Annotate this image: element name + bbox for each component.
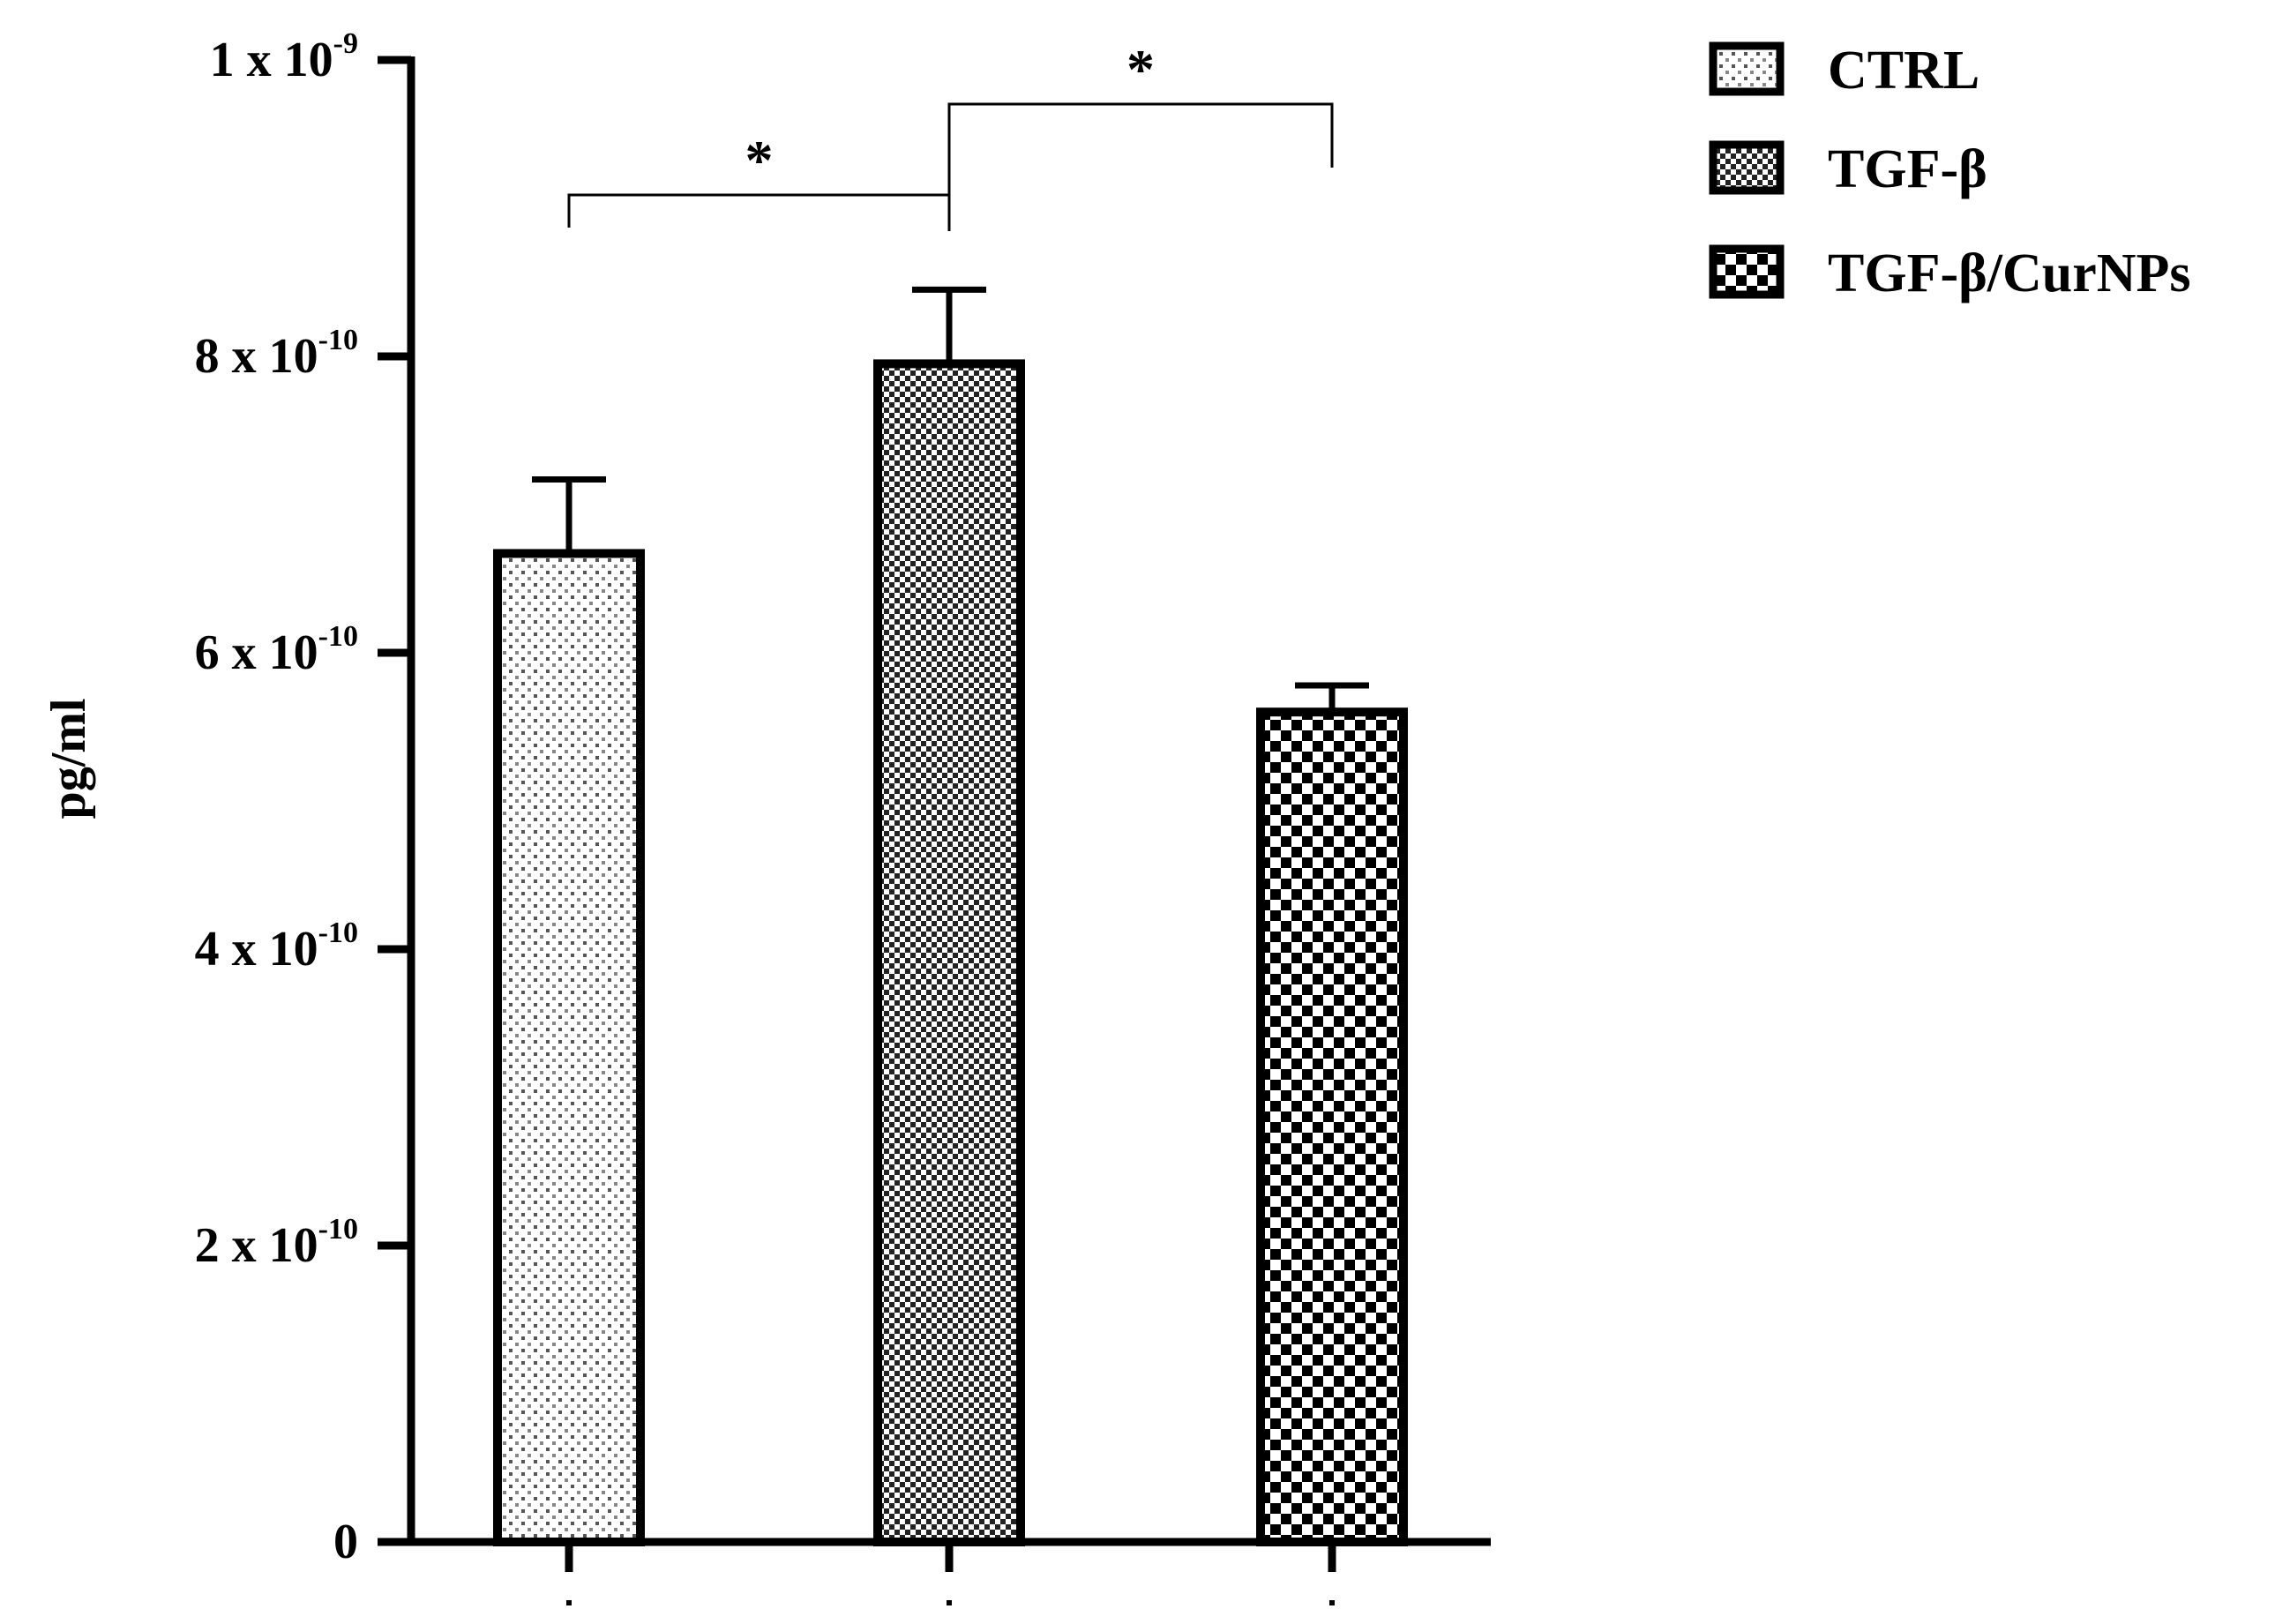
y-tick-label: 4 x 10-10	[195, 917, 358, 977]
x-axis-tick-label-dot	[947, 1600, 952, 1605]
y-axis-label: pg/ml	[41, 699, 96, 819]
significance-brackets: **	[567, 38, 1334, 231]
significance-bracket	[947, 102, 1334, 195]
bars	[493, 359, 1408, 1547]
legend-label: TGF-β	[1828, 139, 1987, 199]
legend-label: TGF-β/CurNPs	[1828, 243, 2191, 303]
legend: CTRL TGF-β TGF-β/CurNPs	[1709, 41, 2191, 303]
y-tick-label: 6 x 10-10	[195, 620, 358, 680]
bar	[873, 359, 1025, 1546]
x-axis-tick-label-dot	[566, 1600, 572, 1605]
x-axis-tick-label-dot	[1329, 1600, 1335, 1605]
bar	[1256, 707, 1408, 1546]
bar	[493, 549, 645, 1547]
legend-swatch	[1709, 41, 1785, 96]
significance-label: *	[745, 129, 774, 191]
legend-label: CTRL	[1828, 41, 1979, 101]
significance-bracket	[567, 193, 951, 231]
legend-swatch	[1709, 140, 1785, 195]
significance-label: *	[1126, 38, 1155, 101]
y-tick-label: 8 x 10-10	[195, 324, 358, 384]
y-tick-label: 0	[333, 1515, 358, 1569]
legend-swatch	[1709, 244, 1785, 299]
y-axis-ticks: 0 2 x 10-10 4 x 10-10 6 x 10-10 8 x 10-10 1 x…	[195, 27, 411, 1569]
y-tick-label: 1 x 10-9	[210, 27, 358, 87]
y-tick-label: 2 x 10-10	[195, 1213, 358, 1273]
error-bars	[532, 286, 1369, 713]
